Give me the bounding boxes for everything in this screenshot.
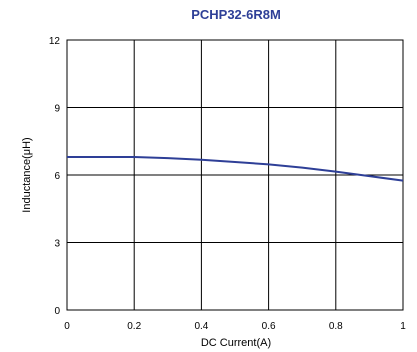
series-group: [67, 156, 404, 182]
y-tick-label: 3: [54, 239, 60, 250]
x-tick-label: 0.6: [262, 321, 276, 332]
inductance-series-line: [67, 156, 404, 182]
x-tick-label: 0: [64, 321, 70, 332]
x-tick-label: 1: [400, 321, 406, 332]
y-tick-label: 0: [54, 306, 60, 317]
x-tick-label: 0.4: [194, 321, 208, 332]
x-tick-label: 0.8: [329, 321, 343, 332]
y-tick-label: 9: [54, 104, 60, 115]
y-tick-label: 6: [54, 171, 60, 182]
x-tick-labels: 0 0.2 0.4 0.6 0.8 1: [64, 321, 406, 332]
plot-frame: [66, 39, 404, 311]
x-tick-label: 0.2: [127, 321, 141, 332]
chart-title: PCHP32-6R8M: [191, 7, 281, 22]
y-axis-label: Inductance(μH): [21, 137, 33, 212]
x-axis-label: DC Current(A): [201, 337, 271, 349]
grid-lines: [66, 39, 404, 311]
y-tick-label: 12: [49, 36, 61, 47]
y-tick-labels: 0 3 6 9 12: [49, 36, 61, 317]
